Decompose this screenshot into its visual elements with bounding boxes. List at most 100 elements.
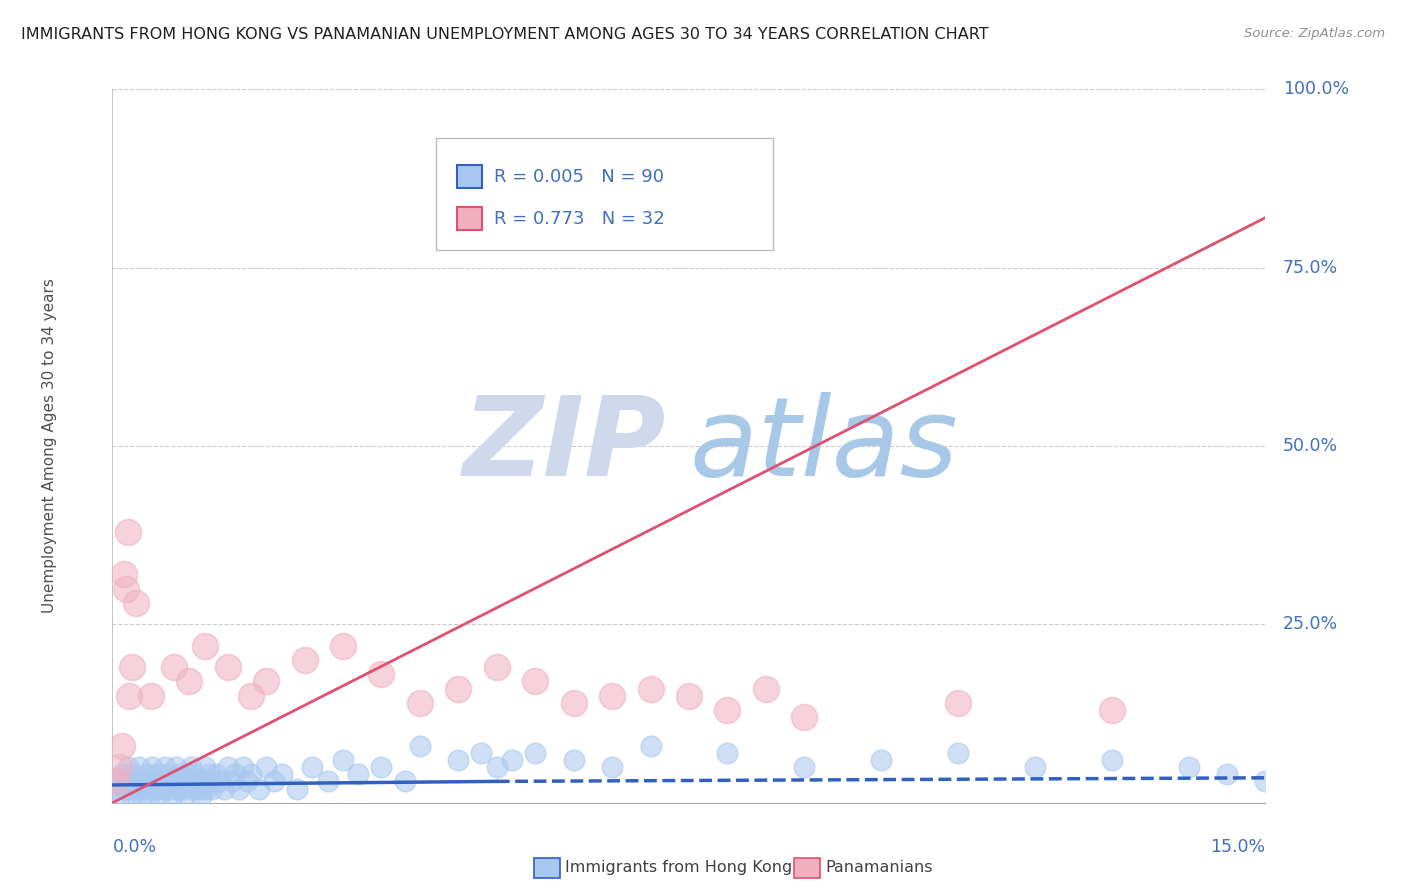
Point	[125, 781, 148, 796]
Text: 100.0%: 100.0%	[1282, 80, 1348, 98]
Point	[118, 781, 141, 796]
Point	[156, 767, 179, 781]
Point	[270, 767, 292, 781]
Point	[105, 774, 128, 789]
Point	[166, 781, 188, 796]
Point	[112, 781, 135, 796]
Text: 25.0%: 25.0%	[1282, 615, 1339, 633]
Point	[138, 789, 160, 803]
Point	[793, 760, 815, 774]
Point	[870, 753, 893, 767]
Point	[562, 696, 585, 710]
Point	[170, 774, 193, 789]
Text: ZIP: ZIP	[463, 392, 666, 500]
Point	[121, 789, 143, 803]
Point	[217, 760, 239, 774]
Point	[146, 767, 169, 781]
Text: 15.0%: 15.0%	[1211, 838, 1265, 856]
Point	[180, 760, 202, 774]
Point	[132, 774, 155, 789]
Point	[1101, 703, 1123, 717]
Point	[600, 760, 623, 774]
Point	[149, 774, 172, 789]
Point	[247, 781, 270, 796]
Text: R = 0.005   N = 90: R = 0.005 N = 90	[494, 168, 664, 186]
Point	[228, 781, 250, 796]
Point	[946, 696, 969, 710]
Point	[163, 774, 186, 789]
Point	[112, 567, 135, 582]
Point	[316, 774, 339, 789]
Point	[332, 753, 354, 767]
Point	[201, 781, 224, 796]
Point	[301, 760, 323, 774]
Point	[117, 524, 139, 539]
Point	[447, 681, 470, 696]
Point	[107, 774, 129, 789]
Point	[194, 760, 217, 774]
Point	[197, 767, 219, 781]
Point	[159, 781, 181, 796]
Point	[118, 689, 141, 703]
Point	[524, 746, 547, 760]
Point	[131, 789, 153, 803]
Point	[111, 767, 134, 781]
Text: Immigrants from Hong Kong: Immigrants from Hong Kong	[565, 860, 793, 874]
Point	[152, 781, 174, 796]
Point	[600, 689, 623, 703]
Point	[165, 760, 187, 774]
Text: 0.0%: 0.0%	[112, 838, 156, 856]
Point	[128, 760, 150, 774]
Point	[755, 681, 778, 696]
Point	[640, 681, 662, 696]
Point	[370, 760, 392, 774]
Point	[155, 774, 177, 789]
Point	[190, 789, 212, 803]
Point	[172, 781, 194, 796]
Point	[162, 789, 184, 803]
Point	[485, 660, 508, 674]
Point	[177, 767, 200, 781]
Point	[153, 760, 176, 774]
Text: Unemployment Among Ages 30 to 34 years: Unemployment Among Ages 30 to 34 years	[42, 278, 56, 614]
Point	[186, 774, 208, 789]
Point	[470, 746, 492, 760]
Point	[332, 639, 354, 653]
Point	[141, 760, 163, 774]
Point	[716, 703, 738, 717]
Point	[370, 667, 392, 681]
Point	[139, 689, 162, 703]
Point	[1216, 767, 1239, 781]
Text: IMMIGRANTS FROM HONG KONG VS PANAMANIAN UNEMPLOYMENT AMONG AGES 30 TO 34 YEARS C: IMMIGRANTS FROM HONG KONG VS PANAMANIAN …	[21, 27, 988, 42]
Point	[562, 753, 585, 767]
Point	[115, 774, 138, 789]
Point	[212, 781, 235, 796]
Point	[409, 739, 432, 753]
Point	[124, 596, 146, 610]
Point	[217, 660, 239, 674]
Point	[232, 760, 254, 774]
Point	[179, 774, 201, 789]
Point	[263, 774, 285, 789]
Point	[239, 689, 262, 703]
Point	[485, 760, 508, 774]
Point	[946, 746, 969, 760]
Point	[195, 781, 218, 796]
Point	[640, 739, 662, 753]
Point	[347, 767, 370, 781]
Point	[139, 774, 162, 789]
Point	[194, 639, 217, 653]
Point	[169, 767, 191, 781]
Point	[1101, 753, 1123, 767]
Point	[143, 781, 166, 796]
Point	[181, 781, 204, 796]
Text: 75.0%: 75.0%	[1282, 259, 1339, 277]
Point	[793, 710, 815, 724]
Point	[174, 789, 197, 803]
Point	[111, 739, 134, 753]
Point	[184, 767, 207, 781]
Point	[224, 767, 246, 781]
Text: 50.0%: 50.0%	[1282, 437, 1339, 455]
Point	[107, 760, 129, 774]
Point	[409, 696, 432, 710]
